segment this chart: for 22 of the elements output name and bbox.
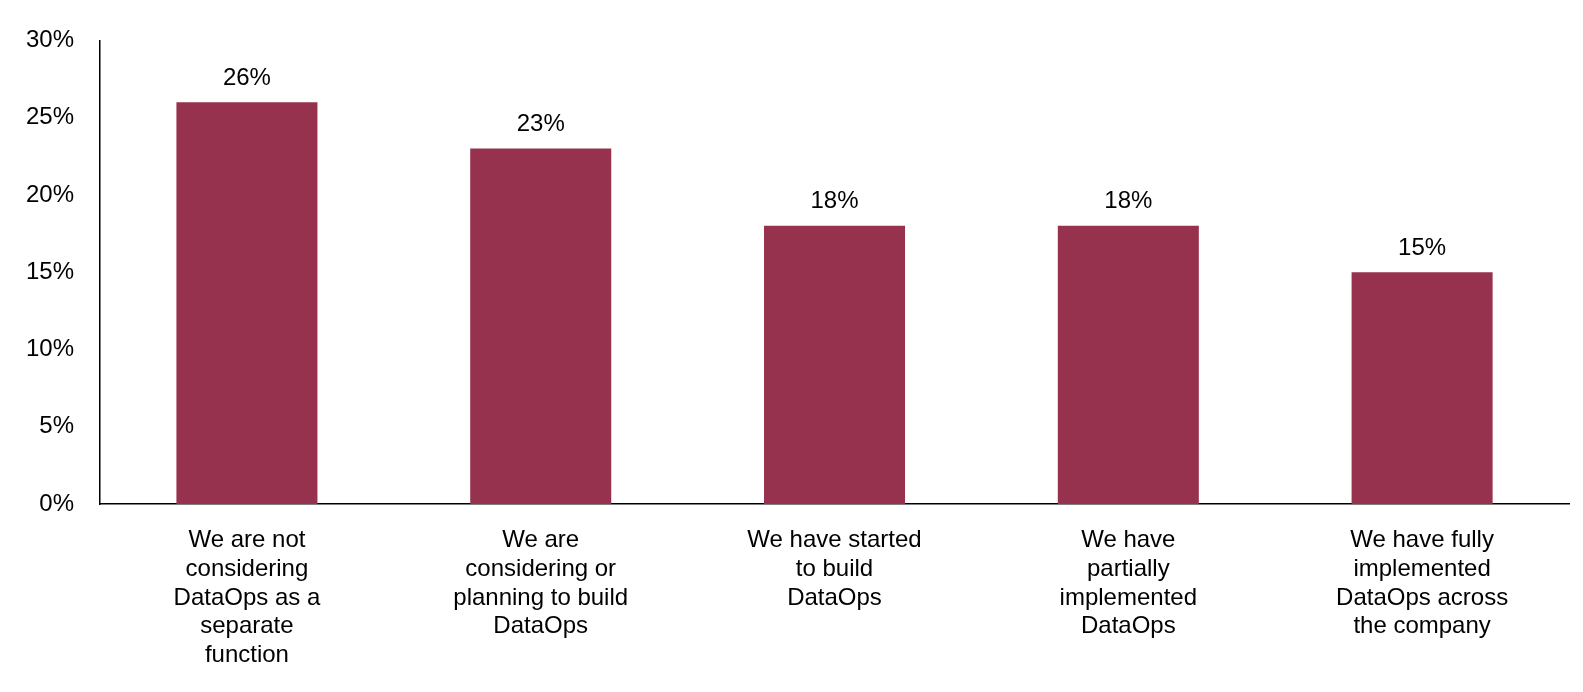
x-tick-label: We are considering or planning to build DataOps [453, 525, 629, 639]
bar [470, 148, 612, 504]
y-tick-label: 5% [39, 411, 75, 439]
y-tick-label: 30% [25, 25, 75, 53]
data-label: 18% [1104, 186, 1153, 214]
y-tick-label: 10% [25, 334, 75, 362]
bar [176, 102, 318, 504]
y-tick-label: 15% [25, 256, 75, 284]
data-label: 18% [810, 186, 859, 214]
x-tick-label: We have fully implemented DataOps across the company [1336, 525, 1509, 639]
bar [1057, 225, 1199, 504]
x-tick-label: We have partially implemented DataOps [1059, 525, 1198, 639]
bar [764, 225, 906, 504]
x-tick-label: We have started to build DataOps [747, 525, 922, 610]
y-tick-label: 25% [25, 102, 75, 130]
data-label: 26% [222, 62, 271, 90]
data-label: 15% [1398, 232, 1447, 260]
y-tick-label: 20% [25, 179, 75, 207]
bar [1351, 272, 1493, 504]
x-tick-label: We are not considering DataOps as a separate function [173, 525, 321, 668]
data-label: 23% [516, 109, 565, 137]
y-tick-label: 0% [39, 488, 75, 516]
